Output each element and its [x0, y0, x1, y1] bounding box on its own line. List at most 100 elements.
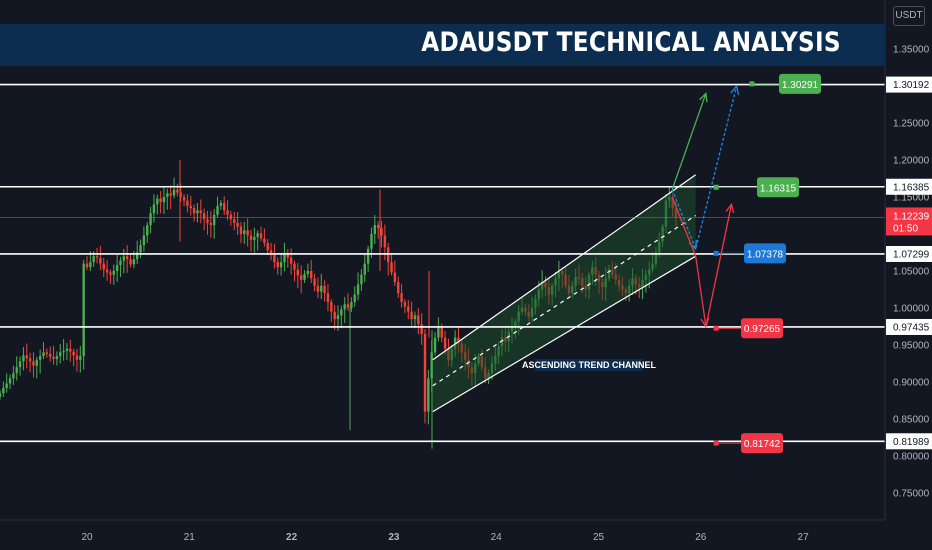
price-tick-label: 0.95000 — [893, 341, 930, 352]
currency-button[interactable]: USDT — [893, 6, 925, 26]
candle-body — [437, 326, 440, 338]
candle-body — [12, 373, 15, 379]
candle-body — [2, 387, 5, 394]
candle-body — [343, 304, 346, 310]
candle-body — [443, 337, 447, 349]
candle-body — [112, 271, 115, 275]
candle-body — [233, 219, 236, 223]
target-label: 0.97265 — [744, 324, 781, 335]
candle-body — [407, 306, 410, 312]
candle-body — [333, 311, 336, 320]
candle-body — [417, 315, 420, 325]
candle-body — [142, 235, 146, 246]
time-tick-label: 21 — [184, 532, 196, 543]
candle-body — [366, 248, 370, 264]
candle-body — [212, 214, 216, 226]
blue-arrowhead-icon — [730, 84, 740, 95]
candle-body — [102, 263, 105, 270]
candle-body — [306, 271, 310, 274]
candle-body — [390, 262, 393, 273]
time-tick-label: 20 — [81, 532, 93, 543]
candle-body — [199, 210, 202, 214]
time-tick-label: 24 — [491, 532, 503, 543]
candle-body — [279, 262, 283, 268]
candle-body — [226, 210, 229, 215]
candle-body — [249, 235, 253, 240]
candle-body — [162, 197, 166, 203]
candle-body — [340, 309, 343, 316]
candle-body — [350, 302, 353, 308]
candle-body — [105, 269, 109, 273]
candle-body — [92, 256, 95, 263]
target-label: 1.30291 — [782, 80, 819, 91]
target-marker — [713, 184, 719, 190]
candle-body — [166, 193, 169, 197]
candle-body — [360, 274, 363, 285]
channel-label: ASCENDING TREND CHANNEL — [522, 360, 657, 370]
level-axis-label: 1.30192 — [893, 80, 930, 91]
price-tick-label: 0.85000 — [893, 415, 930, 426]
target-label-box — [757, 177, 799, 198]
time-tick-label: 22 — [286, 532, 298, 543]
candle-body — [229, 214, 233, 220]
candle-body — [216, 205, 219, 215]
candle-body — [223, 202, 226, 211]
candle-body — [296, 269, 300, 276]
price-tick-label: 1.15000 — [893, 193, 930, 204]
candle-body — [236, 222, 239, 227]
candle-body — [356, 284, 360, 295]
candle-body — [82, 263, 85, 357]
target-label-box — [744, 243, 786, 264]
level-axis-label: 0.81989 — [893, 437, 930, 448]
price-tick-label: 1.35000 — [893, 45, 930, 56]
candle-body — [423, 333, 427, 412]
chart-title: ADAUSDT TECHNICAL ANALYSIS — [421, 27, 841, 58]
candle-body — [420, 324, 423, 334]
candle-body — [132, 259, 136, 265]
candle-body — [156, 198, 159, 205]
candle-body — [246, 230, 249, 236]
candle-body — [243, 230, 246, 234]
target-label-box — [741, 318, 783, 339]
channel-lower-line — [432, 255, 696, 413]
candle-body — [99, 257, 102, 264]
red-projection-arrow — [671, 196, 733, 327]
candle-body — [397, 282, 400, 294]
time-tick-label: 23 — [388, 532, 400, 543]
candle-body — [79, 356, 82, 360]
candle-body — [18, 361, 22, 368]
level-axis-box — [886, 318, 932, 335]
level-axis-label: 1.16385 — [893, 182, 930, 193]
candle-body — [219, 202, 223, 206]
candle-body — [32, 361, 35, 366]
candle-body — [313, 278, 316, 286]
candle-body — [85, 263, 89, 268]
time-tick-label: 26 — [695, 532, 707, 543]
candle-body — [146, 225, 149, 236]
candle-body — [28, 358, 32, 362]
candle-body — [109, 272, 112, 275]
red-arrowhead-icon — [725, 202, 735, 214]
level-axis-box — [886, 433, 932, 450]
candle-body — [453, 337, 457, 349]
target-label: 0.81742 — [744, 439, 781, 450]
candle-body — [310, 271, 313, 279]
candle-body — [136, 252, 139, 260]
price-tick-label: 1.20000 — [893, 156, 930, 167]
candle-body — [283, 254, 286, 263]
price-tick-label: 0.75000 — [893, 489, 930, 500]
candle-body — [346, 304, 350, 308]
time-tick-label: 25 — [593, 532, 605, 543]
candle-body — [323, 285, 326, 294]
target-label: 1.16315 — [760, 183, 797, 194]
candle-body — [259, 233, 263, 239]
candle-body — [286, 254, 290, 258]
candle-body — [0, 393, 2, 397]
candle-body — [15, 367, 18, 374]
channel-upper-line — [432, 174, 697, 361]
price-tick-label: 1.25000 — [893, 119, 930, 130]
candle-body — [209, 222, 213, 226]
candle-body — [38, 356, 42, 360]
candle-body — [363, 263, 366, 275]
